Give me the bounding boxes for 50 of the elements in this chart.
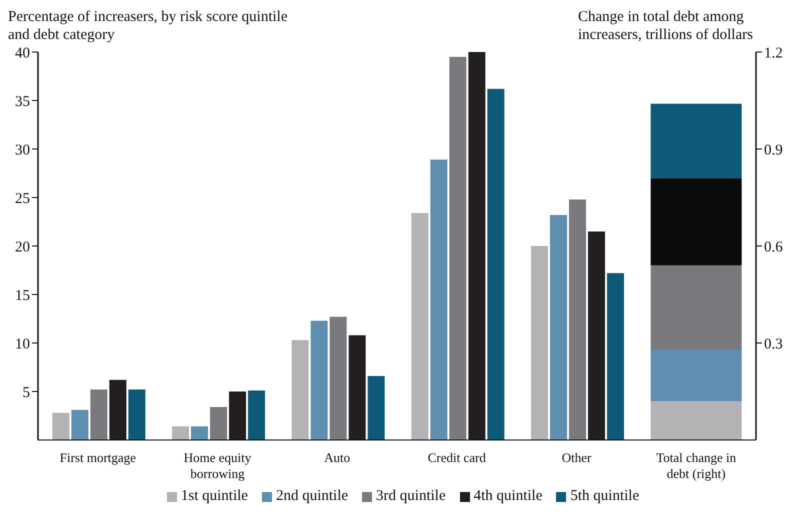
x-tick-label: Auto [324, 450, 350, 465]
x-tick-label: Credit card [428, 450, 486, 465]
bar [52, 412, 70, 440]
y-tick-label: 40 [15, 45, 30, 62]
y2-tick-label: 1.2 [764, 45, 783, 62]
bar [310, 320, 328, 440]
y-tick-label: 10 [15, 336, 30, 352]
bar [531, 246, 548, 440]
y-axis-title: Percentage of increasers, by risk score quintile and debt category [8, 8, 288, 44]
bar [550, 214, 568, 440]
bar [449, 56, 466, 440]
y2-axis-title: Change in total debt among increasers, trillions of dollars [578, 8, 754, 44]
bar [229, 392, 246, 440]
legend-label: 3rd quintile [376, 488, 446, 505]
legend-label: 5th quintile [570, 488, 640, 505]
bar [368, 376, 385, 440]
bar [607, 273, 624, 440]
bar [109, 380, 126, 440]
y2-tick-label: 0.3 [764, 336, 783, 352]
x-tick-label: Total change in debt (right) [656, 450, 737, 481]
bar [128, 390, 146, 440]
legend-label: 4th quintile [474, 488, 542, 505]
bar [90, 390, 108, 440]
bar [292, 340, 309, 440]
y-tick-label: 5 [22, 384, 30, 401]
x-tick-label: Other [562, 450, 592, 465]
y-tick-label: 25 [15, 190, 30, 207]
y-tick-label: 30 [15, 142, 30, 158]
bar [569, 199, 586, 440]
bar [348, 335, 366, 440]
bar [468, 52, 486, 440]
bar [191, 426, 208, 440]
bar [430, 160, 448, 440]
x-tick-label: Home equity borrowing [184, 450, 252, 481]
bar [411, 213, 428, 440]
bar [248, 390, 266, 440]
y-tick-label: 20 [15, 239, 30, 256]
y2-tick-label: 0.9 [764, 142, 783, 158]
y2-tick-label: 0.6 [764, 239, 784, 256]
bar [172, 426, 190, 440]
bar [210, 407, 228, 440]
bar [588, 231, 606, 440]
x-tick-label: First mortgage [60, 450, 136, 465]
bar [487, 88, 504, 440]
y-tick-label: 15 [15, 288, 30, 304]
bar [71, 410, 88, 440]
bar [330, 316, 347, 440]
y-tick-label: 35 [15, 94, 30, 110]
legend-label: 1st quintile [180, 488, 248, 505]
legend-label: 2nd quintile [276, 488, 348, 505]
